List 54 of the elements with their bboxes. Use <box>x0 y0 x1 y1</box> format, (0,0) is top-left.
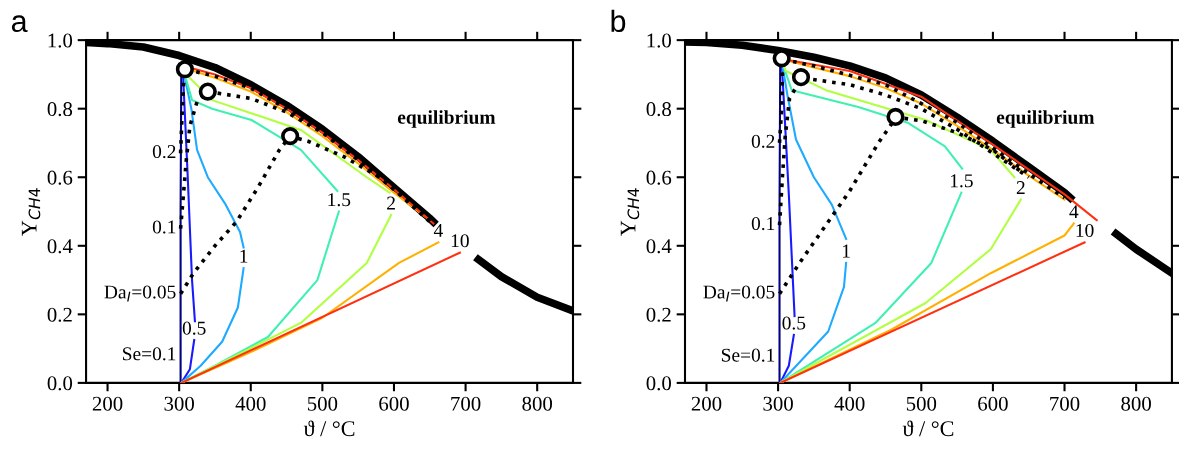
x-tick-label: 500 <box>906 396 937 411</box>
y-tick-label: 0.0 <box>47 376 73 391</box>
y-tick-label: 0.6 <box>47 170 73 185</box>
annotation: 4 <box>1069 205 1079 218</box>
y-tick-label: 0.2 <box>646 307 671 322</box>
x-tick-label: 200 <box>691 396 722 411</box>
annotation: 1 <box>842 244 850 258</box>
annotation: equilibrium <box>397 110 496 128</box>
annotation: 0.1 <box>152 220 176 234</box>
annotation: Da$_{I}$=0.05 <box>104 285 176 302</box>
x-tick-label: 800 <box>1121 396 1151 411</box>
x-tick-label: 700 <box>1050 396 1080 411</box>
x-axis-title: ϑ / °C <box>902 420 954 437</box>
x-tick-label: 800 <box>522 396 553 411</box>
annotation: equilibrium <box>996 110 1095 128</box>
y-tick-label: 0.2 <box>47 307 72 322</box>
annotation: 4 <box>433 224 443 237</box>
x-tick-label: 600 <box>978 396 1008 411</box>
y-tick-label: 0.8 <box>646 102 672 117</box>
x-tick-label: 700 <box>451 396 481 411</box>
annotation: Da$_{I}$=0.05 <box>703 285 775 302</box>
y-axis-title: Y$_{CH4}$ <box>620 188 640 236</box>
x-tick-label: 200 <box>92 396 123 411</box>
annotation: 1.5 <box>328 193 351 207</box>
annotation: 0.5 <box>182 321 206 335</box>
annotation: 10 <box>1076 223 1094 238</box>
y-tick-label: 0.6 <box>646 170 672 185</box>
chart-title: b <box>611 9 626 33</box>
y-tick-label: 0.0 <box>646 376 672 391</box>
y-axis-title: Y$_{CH4}$ <box>21 188 41 236</box>
x-tick-label: 400 <box>235 396 266 411</box>
x-tick-label: 500 <box>307 396 338 411</box>
x-tick-label: 600 <box>379 396 409 411</box>
annotation: 0.2 <box>152 145 176 159</box>
annotation: Se=0.1 <box>721 348 775 362</box>
y-tick-label: 0.4 <box>47 239 73 254</box>
annotation: 1.5 <box>950 174 973 188</box>
x-tick-label: 300 <box>164 396 194 411</box>
annotation: 2 <box>387 196 395 210</box>
annotation: 0.2 <box>751 134 775 148</box>
chart-title: a <box>11 15 28 33</box>
annotation: Se=0.1 <box>123 347 176 361</box>
annotation: 10 <box>451 234 469 248</box>
x-tick-label: 300 <box>763 396 793 411</box>
x-tick-label: 400 <box>834 396 865 411</box>
annotation: 1 <box>240 249 248 263</box>
annotation: 0.1 <box>751 216 775 231</box>
annotation: 2 <box>1016 181 1025 194</box>
y-tick-label: 0.4 <box>646 239 672 254</box>
y-tick-label: 0.8 <box>47 102 73 117</box>
x-axis-title: ϑ / °C <box>303 420 355 437</box>
y-tick-label: 1.0 <box>647 33 672 48</box>
y-tick-label: 1.0 <box>48 33 73 48</box>
annotation: 0.5 <box>782 316 806 330</box>
